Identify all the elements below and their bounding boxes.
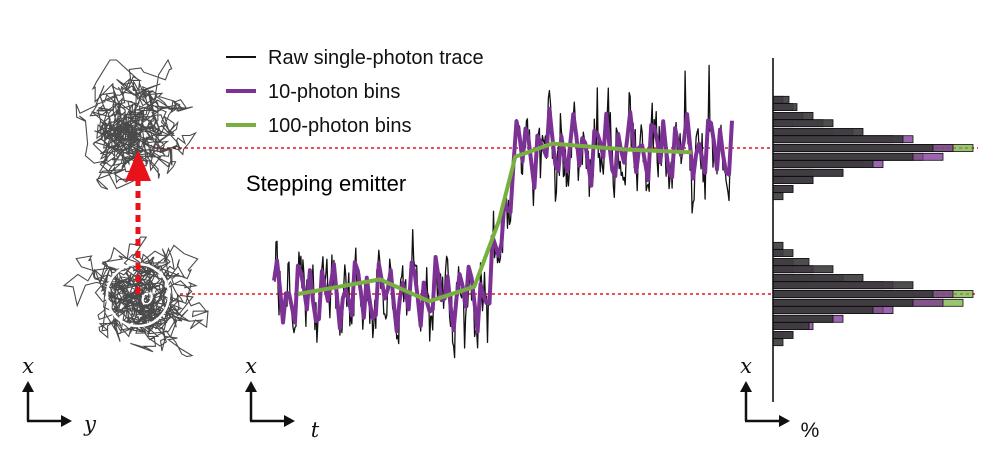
histogram-bar-gray bbox=[772, 338, 784, 347]
histogram-bar-gray bbox=[772, 298, 914, 307]
histogram-bar-gray bbox=[772, 306, 874, 315]
histogram-bar-gray bbox=[772, 152, 914, 161]
axis-middle-vertical-label: x bbox=[245, 354, 257, 378]
axis-left: x y bbox=[22, 354, 97, 436]
histogram-bar-gray bbox=[772, 112, 814, 120]
histogram-bar-gray bbox=[772, 281, 914, 290]
axis-right-vertical-label: x bbox=[740, 354, 752, 378]
axis-right-horizontal-label: % bbox=[801, 419, 820, 442]
histogram bbox=[772, 95, 974, 347]
axis-middle-horizontal-label: t bbox=[311, 418, 320, 442]
histogram-bar-gray bbox=[772, 103, 798, 111]
histogram-bar-gray bbox=[772, 257, 810, 266]
sigma-label: σ bbox=[140, 285, 156, 310]
corner-arrow-icon bbox=[740, 381, 790, 427]
histogram-bar-gray bbox=[772, 241, 784, 250]
histogram-bar-gray bbox=[772, 249, 794, 258]
legend-label-raw: Raw single-photon trace bbox=[268, 47, 484, 69]
histogram-bar-gray bbox=[772, 184, 794, 193]
histogram-bar-gray bbox=[772, 144, 934, 152]
histogram-bar-gray bbox=[772, 192, 784, 201]
legend-label-100: 100-photon bins bbox=[268, 115, 411, 137]
bins10-trace-line bbox=[272, 106, 734, 334]
histogram-bar-gray bbox=[772, 322, 810, 331]
histogram-bar-gray bbox=[772, 135, 904, 144]
axis-middle: x t bbox=[245, 354, 320, 442]
histogram-bar-gray bbox=[772, 127, 864, 136]
histogram-bar-gray bbox=[772, 330, 794, 339]
corner-arrow-icon bbox=[22, 381, 72, 427]
legend-label-10: 10-photon bins bbox=[268, 81, 400, 103]
histogram-bar-gray bbox=[772, 160, 874, 169]
histogram-bar-gray bbox=[772, 265, 834, 274]
axis-right: x % bbox=[740, 354, 819, 442]
histogram-bar-gray bbox=[772, 95, 790, 104]
axis-left-horizontal-label: y bbox=[83, 412, 97, 436]
stepping-emitter-label: Stepping emitter bbox=[246, 171, 406, 196]
histogram-bar-gray bbox=[772, 119, 834, 128]
histogram-bar-gray bbox=[772, 273, 864, 282]
legend: Raw single-photon trace 10-photon bins 1… bbox=[226, 47, 484, 137]
bins100-trace-line bbox=[297, 141, 692, 304]
histogram-bar-gray bbox=[772, 314, 834, 323]
histogram-bar-gray bbox=[772, 176, 814, 185]
corner-arrow-icon bbox=[245, 381, 295, 427]
histogram-bar-gray bbox=[772, 290, 934, 298]
axis-left-vertical-label: x bbox=[22, 354, 34, 378]
histogram-bar-gray bbox=[772, 168, 844, 177]
random-walk-path bbox=[75, 58, 197, 190]
dashed-up-arrow-icon bbox=[125, 150, 151, 294]
